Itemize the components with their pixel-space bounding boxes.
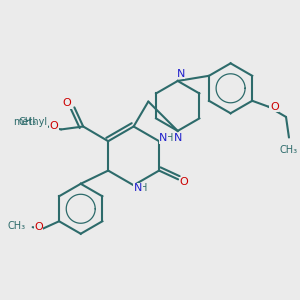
Text: O: O: [50, 122, 58, 131]
Text: CH₃: CH₃: [18, 117, 36, 127]
Text: CH₃: CH₃: [7, 221, 25, 231]
Text: H: H: [140, 183, 148, 193]
Text: O: O: [63, 98, 71, 108]
Text: CH₃: CH₃: [280, 145, 298, 155]
Text: methyl: methyl: [13, 117, 47, 127]
Text: H: H: [166, 133, 173, 143]
Text: N: N: [159, 133, 168, 143]
Text: O: O: [270, 102, 279, 112]
Text: N: N: [176, 69, 185, 79]
Text: O: O: [34, 222, 43, 232]
Text: N: N: [173, 133, 182, 143]
Text: O: O: [180, 177, 188, 187]
Text: N: N: [134, 183, 142, 193]
